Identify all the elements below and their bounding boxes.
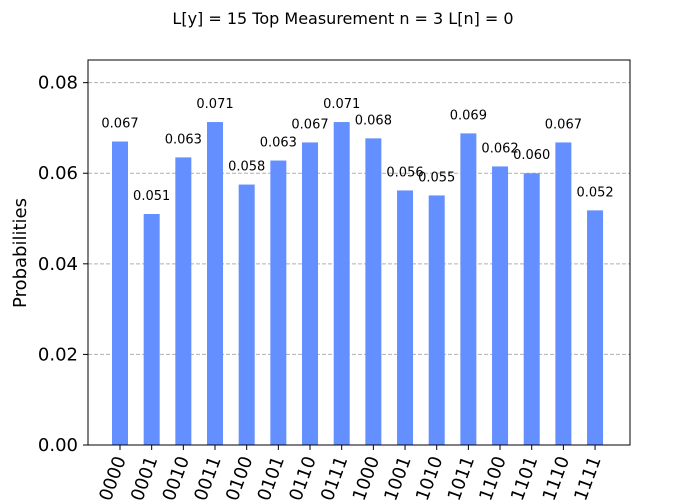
x-tick-label: 0000 — [95, 454, 130, 500]
bar — [523, 173, 540, 445]
bar — [397, 190, 414, 445]
bar-value-label: 0.062 — [481, 141, 518, 156]
bar — [270, 160, 287, 445]
x-tick-label: 0001 — [127, 454, 162, 500]
y-tick-label: 0.00 — [38, 435, 78, 456]
x-tick-label: 1101 — [507, 454, 542, 500]
bar-value-label: 0.063 — [260, 136, 297, 151]
bar-value-label: 0.058 — [228, 160, 265, 175]
x-tick-label: 0111 — [317, 454, 352, 500]
bar — [333, 122, 350, 445]
bar-value-label: 0.068 — [355, 113, 392, 128]
x-axis-ticks: 0000000100100011010001010110011110001001… — [95, 445, 606, 500]
bar-value-label: 0.067 — [101, 117, 138, 132]
bar — [207, 122, 224, 445]
bar — [587, 210, 604, 445]
bar — [365, 138, 382, 445]
bar — [555, 142, 572, 445]
y-tick-label: 0.08 — [38, 73, 78, 94]
bar-value-label: 0.055 — [418, 170, 455, 185]
x-tick-label: 0011 — [190, 454, 225, 500]
bar-value-label: 0.071 — [323, 97, 360, 112]
bar-value-label: 0.067 — [291, 117, 328, 132]
bar — [143, 214, 160, 445]
bar-value-label: 0.051 — [133, 189, 170, 204]
bar-value-label: 0.063 — [165, 132, 202, 147]
bar-value-labels: 0.067 0.051 0.063 0.071 0.058 0.063 0.067 0.071… — [101, 97, 613, 204]
y-tick-label: 0.06 — [38, 163, 78, 184]
bar — [302, 142, 319, 445]
x-tick-label: 1011 — [444, 454, 479, 500]
x-tick-label: 0100 — [222, 454, 257, 500]
x-tick-label: 1110 — [539, 454, 574, 500]
y-tick-label: 0.04 — [38, 254, 78, 275]
bar — [460, 133, 477, 445]
bar-value-label: 0.069 — [450, 108, 487, 123]
x-tick-label: 1000 — [349, 454, 384, 500]
x-tick-label: 0101 — [254, 454, 289, 500]
x-tick-label: 1111 — [570, 454, 605, 500]
plot-frame — [87, 59, 631, 446]
y-axis-ticks: 0.00 0.02 0.04 0.06 0.08 — [38, 73, 88, 456]
bar — [175, 157, 192, 445]
bar-value-label: 0.056 — [386, 165, 423, 180]
y-tick-label: 0.02 — [38, 344, 78, 365]
bars — [112, 122, 604, 446]
bar — [428, 195, 445, 445]
chart-title: L[y] = 15 Top Measurement n = 3 L[n] = 0 — [172, 9, 513, 28]
x-tick-label: 1100 — [475, 454, 510, 500]
bar-value-label: 0.071 — [196, 97, 233, 112]
y-axis-label: Probabilities — [10, 198, 31, 308]
x-tick-label: 0010 — [159, 454, 194, 500]
bar — [238, 184, 255, 445]
bar — [492, 166, 509, 446]
x-tick-label: 1010 — [412, 454, 447, 500]
x-tick-label: 0110 — [285, 454, 320, 500]
bar-value-label: 0.060 — [513, 148, 550, 163]
bar — [112, 141, 128, 445]
bar-value-label: 0.052 — [576, 185, 613, 200]
x-tick-label: 1001 — [380, 454, 415, 500]
bar-value-label: 0.067 — [545, 117, 582, 132]
